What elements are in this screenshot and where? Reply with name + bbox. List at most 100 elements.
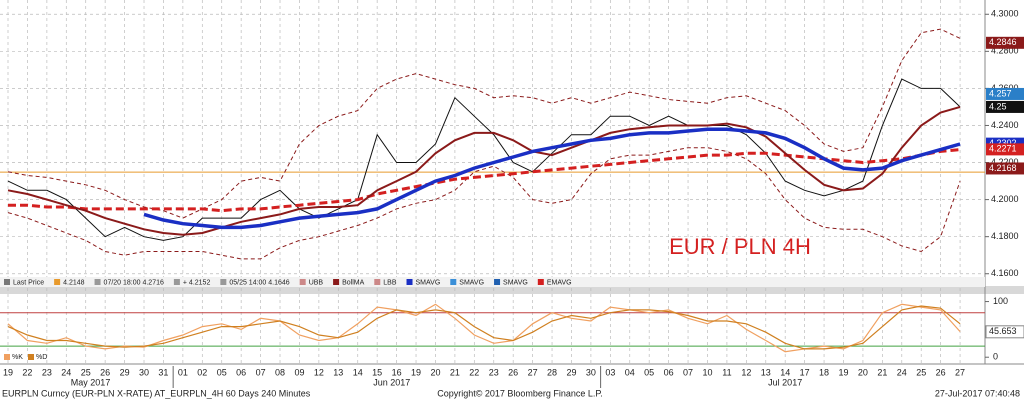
y-tick-label: 0 [993, 352, 998, 362]
month-label: Jul 2017 [768, 377, 802, 387]
legend-swatch [54, 279, 61, 285]
legend-swatch [4, 279, 10, 285]
x-tick-label: 15 [372, 367, 382, 377]
x-tick-label: 20 [430, 367, 440, 377]
x-tick-label: 26 [936, 367, 946, 377]
x-tick-label: 14 [353, 367, 363, 377]
x-tick-label: 14 [780, 367, 790, 377]
price-tag [986, 36, 1024, 49]
y-tick-label: 4.2600 [991, 83, 1019, 93]
price-tag [986, 162, 1024, 175]
legend-label: %D [36, 354, 47, 361]
legend-label: %K [12, 354, 23, 361]
x-tick-label: 09 [294, 367, 304, 377]
x-tick-label: 18 [819, 367, 829, 377]
x-tick-label: 29 [120, 367, 130, 377]
x-tick-label: 05 [644, 367, 654, 377]
x-tick-label: 06 [236, 367, 246, 377]
price-tag-label: 4.2846 [989, 37, 1017, 47]
x-tick-label: 19 [3, 367, 13, 377]
series-line [7, 78, 961, 241]
legend-label: + 4.2152 [183, 279, 211, 286]
legend-swatch [299, 279, 306, 285]
price-tag-label: 4.25 [989, 101, 1007, 111]
x-tick-label: 25 [916, 367, 926, 377]
x-tick-label: 31 [158, 367, 168, 377]
legend-label: SMAVG [416, 279, 441, 286]
x-tick-label: 25 [81, 367, 91, 377]
series-line [143, 127, 961, 230]
oscillator-tag [985, 325, 1024, 339]
x-tick-label: 01 [178, 367, 188, 377]
legend-swatch [450, 279, 457, 285]
x-tick-label: 29 [566, 367, 576, 377]
footer-right: 27-Jul-2017 07:40:48 [935, 388, 1020, 398]
series-line [7, 105, 961, 236]
x-tick-label: 19 [838, 367, 848, 377]
x-tick-label: 12 [314, 367, 324, 377]
x-tick-label: 23 [489, 367, 499, 377]
x-tick-label: 04 [625, 367, 635, 377]
x-tick-label: 27 [955, 367, 965, 377]
y-tick-label: 4.2400 [991, 120, 1019, 130]
price-tag [986, 100, 1024, 113]
x-tick-label: 22 [22, 367, 32, 377]
x-tick-label: 27 [528, 367, 538, 377]
legend-band [0, 277, 985, 287]
price-tag-label: 4.2271 [989, 144, 1017, 154]
panel-separator [0, 286, 1024, 294]
x-tick-label: 05 [217, 367, 227, 377]
x-tick-label: 22 [469, 367, 479, 377]
legend-swatch [173, 279, 180, 285]
x-tick-label: 24 [61, 367, 71, 377]
footer-center: Copyright© 2017 Bloomberg Finance L.P. [437, 388, 603, 398]
oscillator-line [7, 305, 961, 350]
legend-swatch [94, 279, 101, 285]
x-tick-label: 07 [256, 367, 266, 377]
y-tick-label: 4.3000 [991, 9, 1019, 19]
legend-swatch [406, 279, 413, 285]
price-tag-label: 4.257 [989, 88, 1012, 98]
legend-swatch [28, 354, 34, 360]
y-tick-label: 4.1600 [991, 268, 1019, 278]
x-tick-label: 23 [42, 367, 52, 377]
series-line [7, 28, 961, 219]
legend-swatch [374, 279, 381, 285]
x-tick-label: 28 [547, 367, 557, 377]
x-tick-label: 06 [664, 367, 674, 377]
footer-left: EURPLN Curncy (EUR-PLN X-RATE) AT_EURPLN… [2, 388, 311, 398]
legend-label: 05/25 14:00 4.1646 [229, 279, 289, 286]
x-tick-label: 19 [411, 367, 421, 377]
x-tick-label: 07 [683, 367, 693, 377]
price-tag [986, 143, 1024, 156]
x-tick-label: 12 [741, 367, 751, 377]
x-tick-label: 02 [197, 367, 207, 377]
series-line [7, 147, 961, 260]
legend-label: 07/20 18:00 4.2716 [104, 279, 164, 286]
x-tick-label: 10 [702, 367, 712, 377]
x-tick-label: 16 [392, 367, 402, 377]
x-tick-label: 21 [450, 367, 460, 377]
x-tick-label: 11 [722, 367, 731, 377]
oscillator-tag-label: 45.653 [989, 326, 1017, 336]
x-tick-label: 30 [586, 367, 596, 377]
x-tick-label: 17 [800, 367, 810, 377]
y-tick-label: 4.2200 [991, 157, 1019, 167]
price-tag-label: 4.2302 [989, 138, 1017, 148]
y-tick-label: 4.2000 [991, 194, 1019, 204]
y-tick-label: 4.2800 [991, 46, 1019, 56]
x-tick-label: 08 [275, 367, 285, 377]
legend-swatch [4, 354, 10, 360]
x-tick-label: 30 [139, 367, 149, 377]
x-tick-label: 13 [761, 367, 771, 377]
legend-label: SMAVG [503, 279, 528, 286]
y-tick-label: 100 [993, 296, 1008, 306]
legend-label: EMAVG [547, 279, 572, 286]
price-tag [986, 87, 1024, 100]
legend-swatch [333, 279, 340, 285]
x-tick-label: 21 [877, 367, 887, 377]
x-tick-label: 26 [100, 367, 110, 377]
legend-label: LBB [383, 279, 397, 286]
legend-label: Last Price [13, 279, 44, 286]
